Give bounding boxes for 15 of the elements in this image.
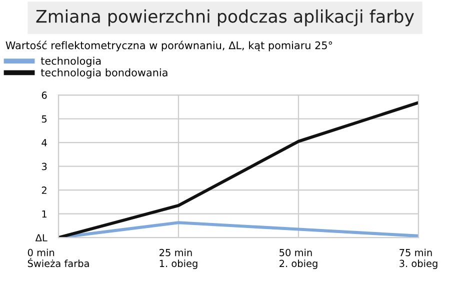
x-tick-label: 75 min 3. obieg <box>400 248 438 270</box>
y-tick-label: 1 <box>42 210 46 218</box>
y-tick-label: 2 <box>42 186 46 194</box>
x-tick-label: 0 min Świeża farba <box>28 248 89 268</box>
y-tick-label: 4 <box>42 139 47 146</box>
x-tick-label: 50 min 2. obieg <box>280 248 318 270</box>
y-tick-label: 5 <box>42 115 47 123</box>
y-tick-label: 3 <box>42 162 47 170</box>
x-tick-label: 25 min 1. obieg <box>160 248 198 270</box>
y-tick-label: 6 <box>42 92 47 99</box>
legend-label: technologia bondowania <box>40 68 168 78</box>
chart-subtitle: Wartość reflektometryczna w porównaniu, ΔL, kąt pomiaru 25° <box>6 40 332 52</box>
legend-label: technologia <box>40 56 101 67</box>
chart-title: Zmiana powierzchni podczas aplikacji farby <box>36 9 414 26</box>
y-tick-label: ΔL <box>35 234 48 242</box>
